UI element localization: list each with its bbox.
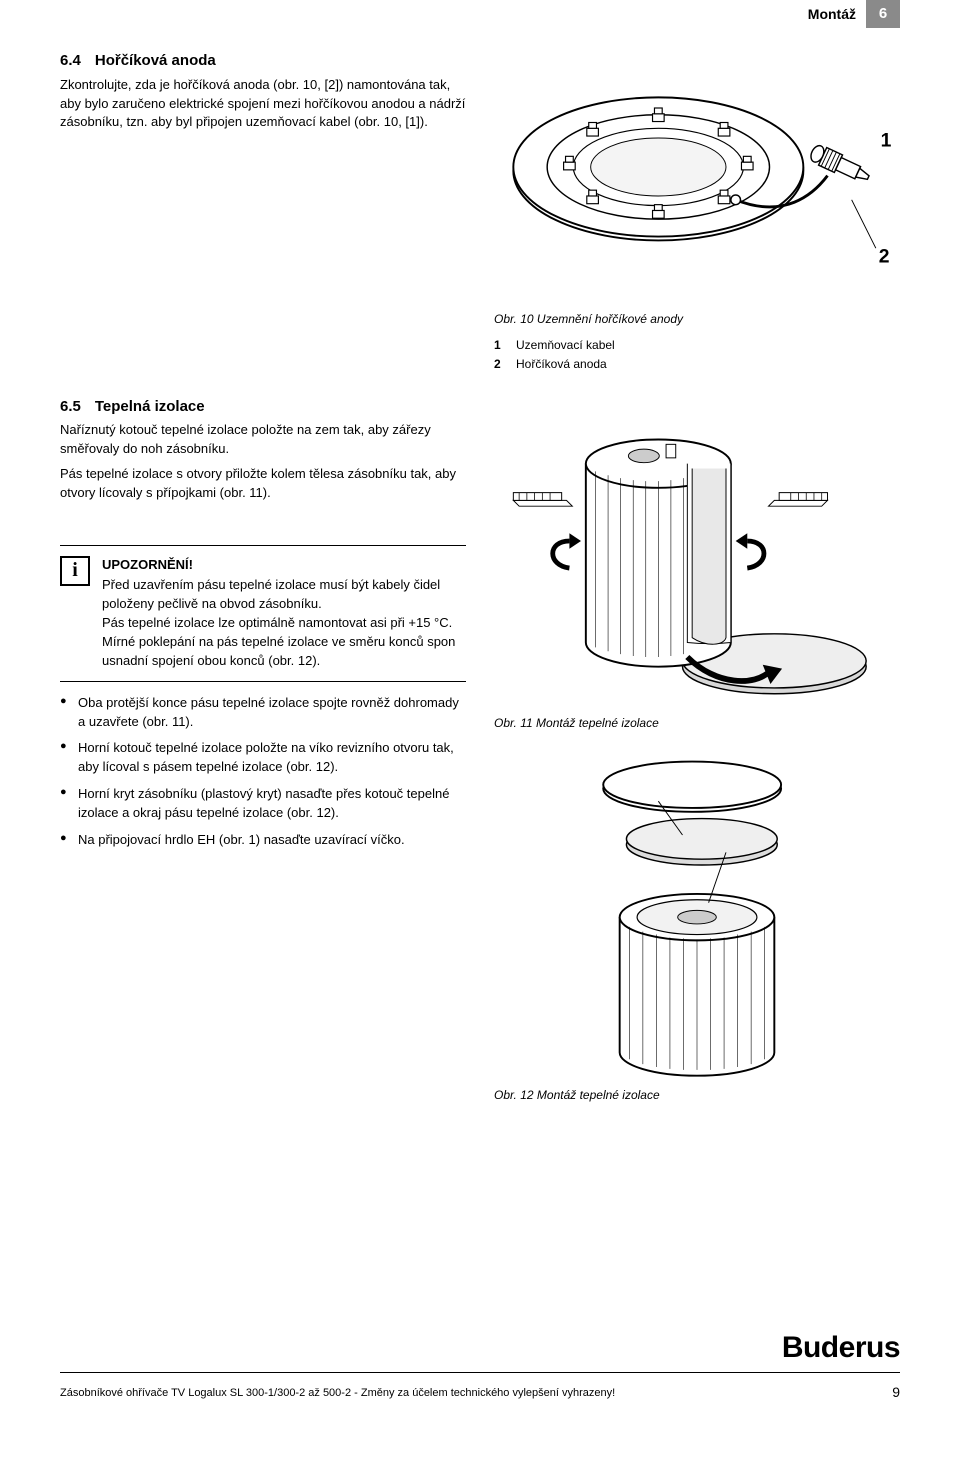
- section-6-5-para1: Naříznutý kotouč tepelné izolace položte…: [60, 421, 466, 459]
- brand-logo: Buderus: [782, 1326, 900, 1370]
- figure-10-legend-1: 1 Uzemňovací kabel: [494, 337, 900, 354]
- figure-10-marker-2: 2: [879, 247, 890, 268]
- notice-body-2: Pás tepelné izolace lze optimálně namont…: [102, 614, 466, 671]
- notice-callout: i UPOZORNĚNÍ! Před uzavřením pásu tepeln…: [60, 545, 466, 682]
- section-6-4-heading: 6.4 Hořčíková anoda: [60, 50, 466, 72]
- section-6-4-num: 6.4: [60, 52, 81, 69]
- info-icon: i: [60, 556, 90, 586]
- instruction-list: Oba protější konce pásu tepelné izolace …: [60, 694, 466, 850]
- footer-text: Zásobníkové ohřívače TV Logalux SL 300-1…: [60, 1386, 615, 1402]
- notice-body-1: Před uzavřením pásu tepelné izolace musí…: [102, 576, 466, 614]
- figure-10-caption: Obr. 10 Uzemnění hořčíkové anody: [494, 311, 900, 328]
- section-6-5-title: Tepelná izolace: [95, 398, 205, 415]
- figure-10: 1 2: [494, 50, 900, 301]
- section-6-4-title: Hořčíková anoda: [95, 52, 216, 69]
- section-6-4-para: Zkontrolujte, zda je hořčíková anoda (ob…: [60, 76, 466, 133]
- section-6-5-num: 6.5: [60, 398, 81, 415]
- page-number: 9: [892, 1382, 900, 1402]
- list-item: Horní kotouč tepelné izolace položte na …: [60, 739, 466, 777]
- page-section-label: Montáž: [808, 4, 856, 24]
- list-item: Oba protější konce pásu tepelné izolace …: [60, 694, 466, 732]
- page-chapter-number: 6: [866, 0, 900, 28]
- figure-11-caption: Obr. 11 Montáž tepelné izolace: [494, 715, 900, 732]
- figure-11: [494, 396, 900, 705]
- section-6-5-para2: Pás tepelné izolace s otvory přiložte ko…: [60, 465, 466, 503]
- figure-10-marker-1: 1: [881, 131, 892, 152]
- figure-10-legend-2: 2 Hořčíková anoda: [494, 356, 900, 373]
- list-item: Na připojovací hrdlo EH (obr. 1) nasaďte…: [60, 831, 466, 850]
- figure-12-caption: Obr. 12 Montáž tepelné izolace: [494, 1087, 900, 1104]
- notice-title: UPOZORNĚNÍ!: [102, 556, 466, 575]
- list-item: Horní kryt zásobníku (plastový kryt) nas…: [60, 785, 466, 823]
- section-6-5-heading: 6.5 Tepelná izolace: [60, 396, 466, 418]
- figure-12: [494, 748, 900, 1077]
